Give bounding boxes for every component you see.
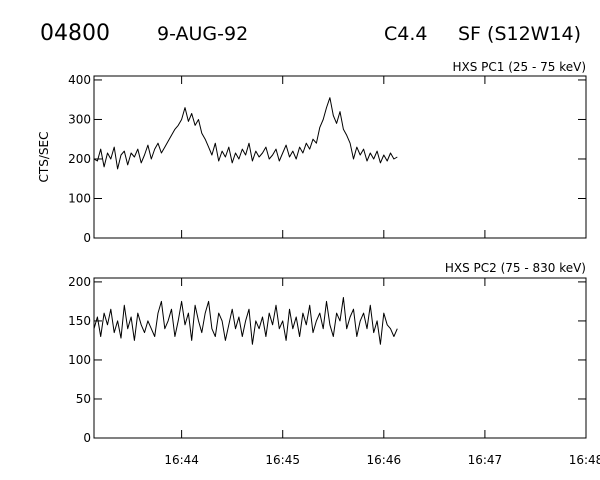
- plot-frame: [93, 75, 587, 239]
- x-tick-label: 16:46: [367, 453, 402, 467]
- x-tick-label: 16:45: [265, 453, 300, 467]
- hxs-pc2-panel: HXS PC2 (75 - 830 keV) 0 50 100 150 200 16:44…: [68, 261, 600, 467]
- count-rate-line: [93, 97, 398, 170]
- x-tick-label: 16:48: [569, 453, 600, 467]
- y-tick-label: 100: [68, 191, 91, 205]
- x-tick-label: 16:44: [164, 453, 199, 467]
- y-axis-label: CTS/SEC: [37, 132, 51, 183]
- goes-class: C4.4: [384, 23, 427, 45]
- y-tick-label: 200: [68, 275, 91, 289]
- y-tick-label: 100: [68, 353, 91, 367]
- y-tick-label: 50: [76, 392, 91, 406]
- y-tick-label: 300: [68, 112, 91, 126]
- flare-location: SF (S12W14): [458, 23, 581, 45]
- y-tick-label: 0: [83, 431, 91, 445]
- event-date: 9-AUG-92: [157, 23, 248, 45]
- count-rate-line: [93, 297, 398, 345]
- y-tick-label: 400: [68, 73, 91, 87]
- hxs-pc1-panel: HXS PC1 (25 - 75 keV) CTS/SEC 0 100 200 300…: [37, 60, 587, 245]
- y-tick-label: 150: [68, 314, 91, 328]
- plot-frame: [93, 277, 587, 439]
- x-tick-label: 16:47: [468, 453, 503, 467]
- event-id: 04800: [40, 21, 110, 46]
- panel-title: HXS PC1 (25 - 75 keV): [452, 60, 586, 74]
- figure-header: 04800 9-AUG-92 C4.4 SF (S12W14): [40, 21, 581, 46]
- y-tick-label: 200: [68, 152, 91, 166]
- panel-title: HXS PC2 (75 - 830 keV): [445, 261, 586, 275]
- y-tick-label: 0: [83, 231, 91, 245]
